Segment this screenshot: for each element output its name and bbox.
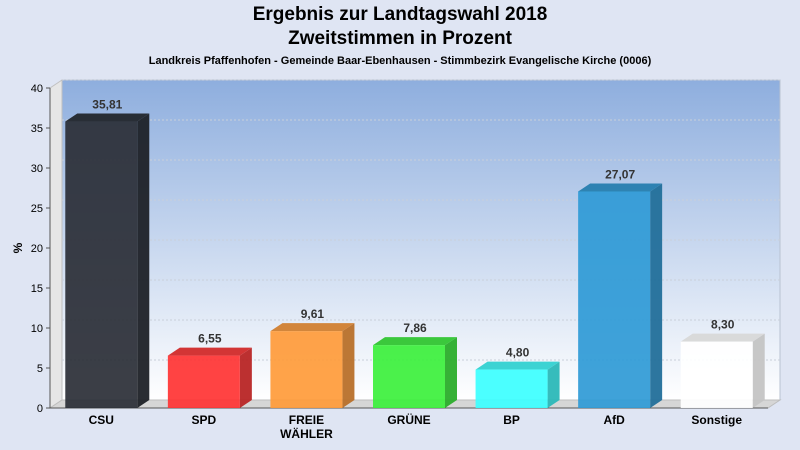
bar-top [475,361,560,370]
chart-title: Ergebnis zur Landtagswahl 2018 [252,4,548,25]
bar-side [752,333,765,408]
bar [167,347,252,408]
chart-title-2: Zweitstimmen in Prozent [288,28,512,49]
data-label: 7,86 [403,321,427,335]
bar-front [65,121,138,409]
bar-top [167,347,252,356]
y-axis-label: % [11,242,25,253]
y-tick-label: 5 [37,363,43,375]
y-tick-label: 0 [37,403,43,415]
bar-top [65,113,150,122]
bar [475,361,560,408]
bar-side [342,323,355,408]
bar [65,113,150,409]
bar [373,337,457,408]
y-tick-label: 40 [31,83,43,95]
data-label: 4,80 [506,346,530,360]
bar-front [270,331,343,408]
x-tick-label: BP [503,413,520,427]
bar-side [137,113,150,409]
y-tick-label: 25 [31,203,43,215]
x-tick-label: Sonstige [691,413,742,427]
bar [270,323,355,408]
bar-front [167,355,240,408]
bar-side [445,337,457,408]
bar-top [680,333,765,342]
bar-top [578,183,663,192]
x-tick-label: FREIE [289,413,324,427]
x-tick-label: SPD [192,413,217,427]
bar-top [373,337,457,346]
data-label: 8,30 [711,318,735,332]
bar [680,333,765,408]
y-tick-label: 35 [31,123,43,135]
data-label: 6,55 [198,332,222,346]
x-tick-label: AfD [603,413,625,427]
data-label: 9,61 [301,307,325,321]
data-label: 35,81 [92,98,122,112]
bar-side [547,361,560,408]
bar-front [475,369,548,408]
y-tick-label: 15 [31,283,43,295]
x-tick-label: WÄHLER [280,426,333,441]
chart-subtitle: Landkreis Pfaffenhofen - Gemeinde Baar-E… [148,55,652,67]
bar-front [373,345,445,408]
bar [578,183,663,408]
y-tick-label: 20 [31,243,43,255]
data-label: 27,07 [605,167,635,181]
y-tick-label: 10 [31,323,43,335]
x-tick-label: GRÜNE [387,412,430,427]
bar-front [680,341,753,408]
bar-side [239,347,252,408]
y-tick-label: 30 [31,163,43,175]
bar-side [650,183,663,408]
x-tick-label: CSU [89,413,114,427]
bar-front [578,191,651,408]
plot-side-wall [49,79,63,409]
bar-top [270,323,355,332]
